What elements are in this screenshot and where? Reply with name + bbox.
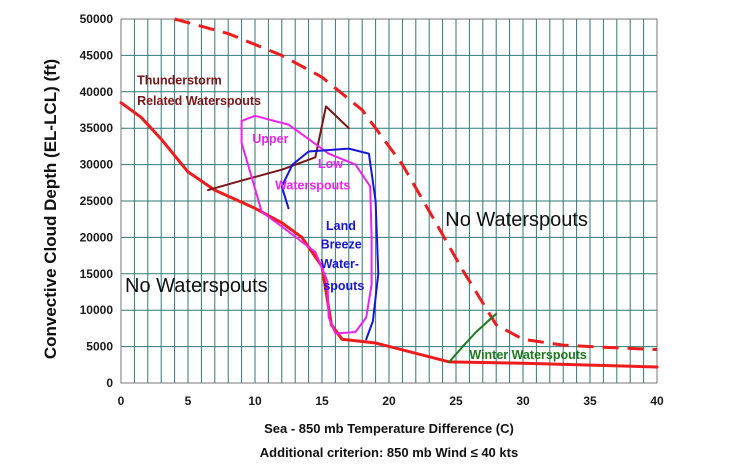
y-tick-label: 0 xyxy=(106,376,113,390)
y-tick-label: 25000 xyxy=(80,194,114,208)
annotation-label: spouts xyxy=(323,279,364,293)
x-tick-labels: 0 5 10 15 20 25 30 35 40 xyxy=(118,394,664,408)
x-tick-label: 40 xyxy=(650,394,664,408)
series-line-winter-waterspouts xyxy=(448,312,498,363)
x-axis-subtitle: Additional criterion: 850 mb Wind ≤ 40 k… xyxy=(260,445,518,460)
region-label: No Waterspouts xyxy=(445,209,588,231)
annotation-group: Thunderstorm Related Waterspouts Upper Low W… xyxy=(125,74,588,362)
y-axis-title: Convective Cloud Depth (EL-LCL) (ft) xyxy=(41,59,60,359)
annotation-label: Waterspouts xyxy=(275,178,350,192)
annotation-label: Low xyxy=(318,157,343,171)
annotation-label: Winter Waterspouts xyxy=(469,348,587,362)
x-tick-label: 0 xyxy=(118,394,125,408)
grid xyxy=(121,19,657,383)
y-tick-label: 30000 xyxy=(80,158,114,172)
y-tick-label: 20000 xyxy=(80,230,114,244)
series-line-thunderstorm-related-waterspouts xyxy=(207,105,350,192)
series-line-upper-low-waterspouts xyxy=(240,114,373,335)
annotation-label: Land xyxy=(326,219,356,233)
y-tick-label: 10000 xyxy=(80,303,114,317)
series-group xyxy=(119,17,659,369)
x-tick-label: 25 xyxy=(449,394,463,408)
annotation-label: Thunderstorm xyxy=(137,74,222,88)
annotation-label: Upper xyxy=(252,132,288,146)
x-tick-label: 5 xyxy=(185,394,192,408)
plot-frame xyxy=(120,18,658,384)
series-line-land-breeze-waterspouts xyxy=(280,147,380,341)
y-tick-label: 5000 xyxy=(86,340,113,354)
x-axis-title: Sea - 850 mb Temperature Difference (C) xyxy=(264,421,514,436)
x-tick-label: 35 xyxy=(583,394,597,408)
x-tick-label: 10 xyxy=(248,394,262,408)
annotation-label: Breeze xyxy=(321,237,362,251)
y-tick-labels: 0 5000 10000 15000 20000 25000 30000 35000 40000… xyxy=(80,12,114,390)
y-tick-label: 45000 xyxy=(80,48,114,62)
annotation-label: Water- xyxy=(321,257,359,271)
y-tick-label: 40000 xyxy=(80,85,114,99)
y-tick-label: 35000 xyxy=(80,121,114,135)
x-tick-label: 15 xyxy=(315,394,329,408)
region-label: No Waterspouts xyxy=(125,275,268,297)
series-line-upper-waterspout-threshold xyxy=(174,17,658,351)
x-tick-label: 30 xyxy=(516,394,530,408)
series-line-lower-waterspout-threshold xyxy=(119,101,659,369)
annotation-label: Related Waterspouts xyxy=(137,94,261,108)
x-tick-label: 20 xyxy=(382,394,396,408)
y-tick-label: 50000 xyxy=(80,12,114,26)
y-tick-label: 15000 xyxy=(80,267,114,281)
